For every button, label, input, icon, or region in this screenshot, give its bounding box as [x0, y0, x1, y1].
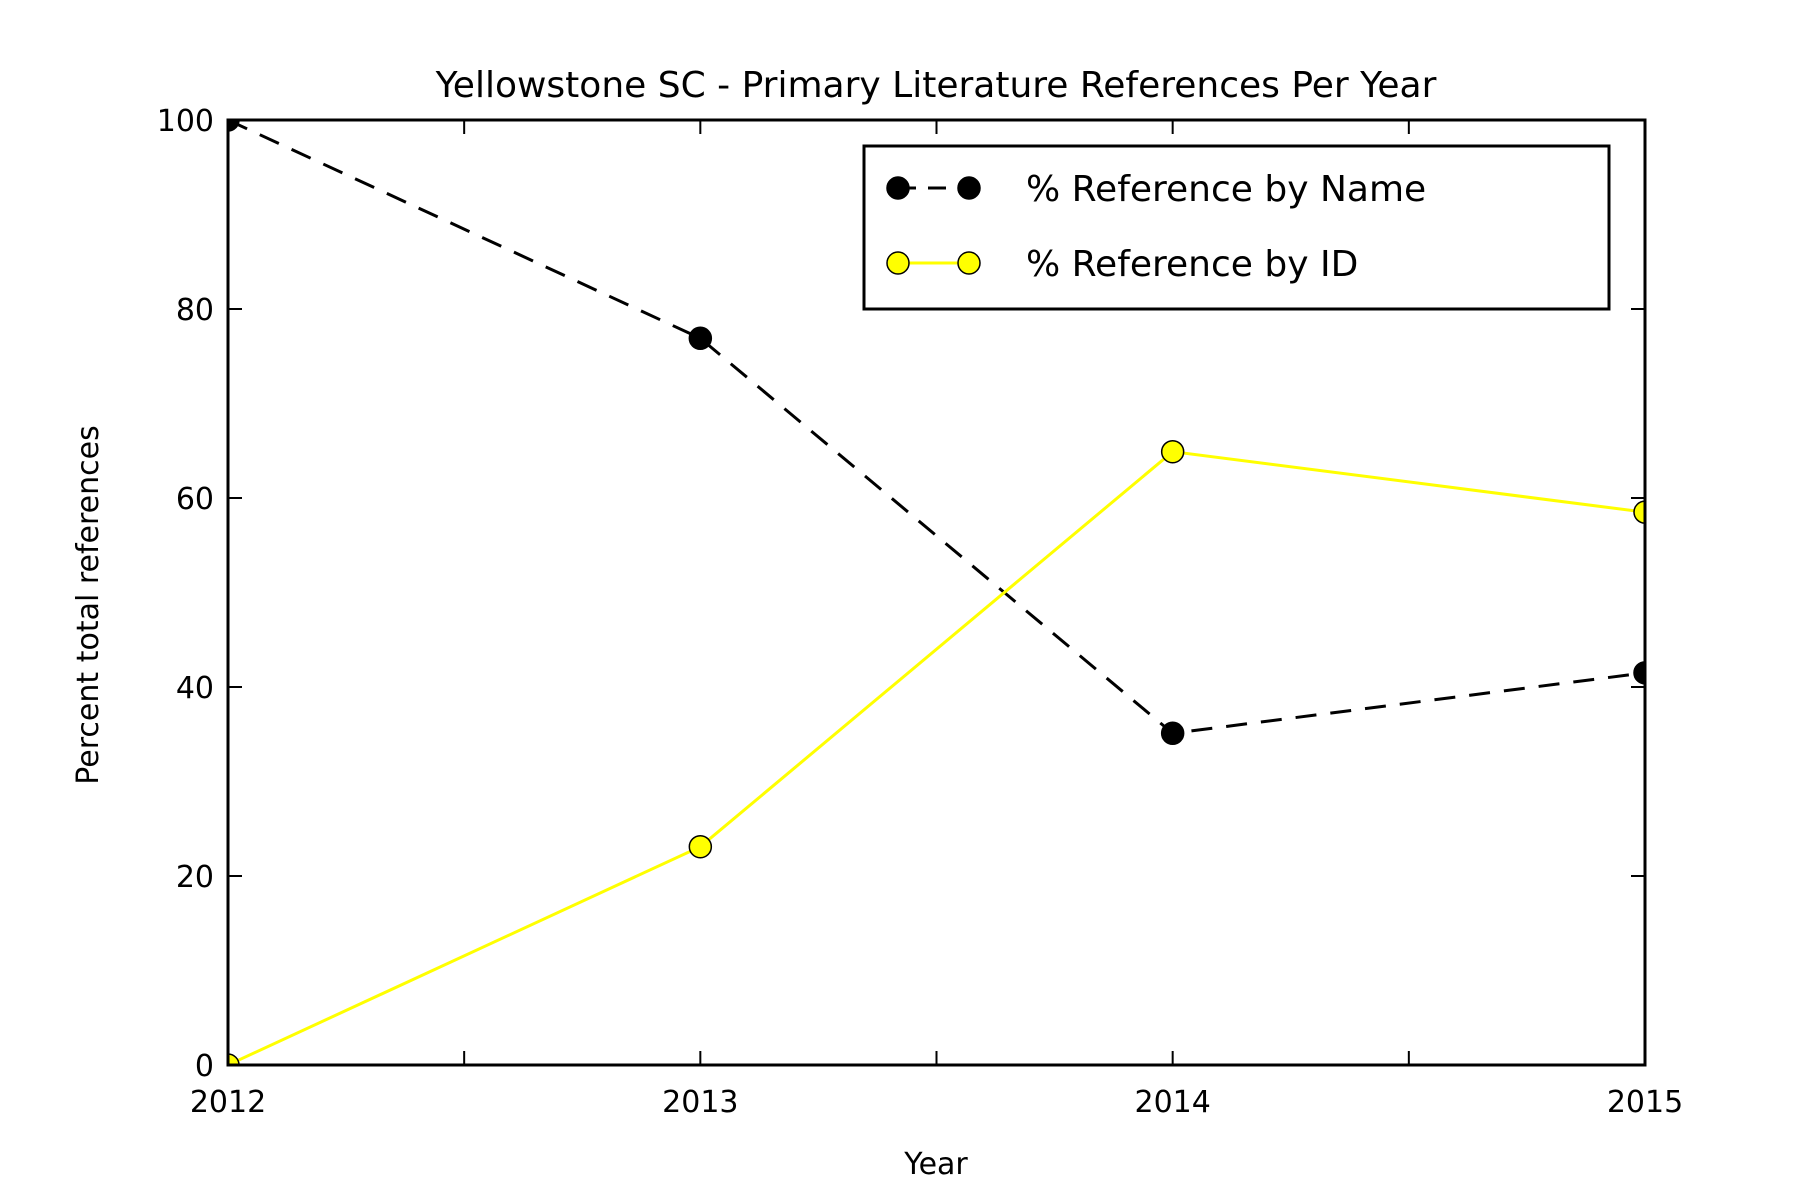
y-tick-label: 60: [176, 482, 214, 517]
y-tick-label: 40: [176, 671, 214, 706]
series-line-2: [228, 450, 1645, 1065]
series-1-point: [688, 326, 713, 351]
x-tick-label: 2014: [1134, 1085, 1210, 1120]
y-tick-label: 80: [176, 293, 214, 328]
series-layer: [228, 120, 1645, 1065]
series-clip-group: [228, 120, 1645, 1065]
legend-marker: [886, 176, 910, 200]
x-tick-label: 2012: [190, 1085, 266, 1120]
legend-label-1: % Reference by Name: [1026, 169, 1426, 210]
series-1-point: [1160, 721, 1185, 746]
legend-marker: [886, 251, 910, 275]
legend-marker: [957, 176, 981, 200]
legend-marker: [957, 251, 981, 275]
legend-box: [862, 144, 1611, 311]
legend-label-2: % Reference by ID: [1026, 244, 1358, 285]
y-tick-label: 100: [157, 104, 214, 139]
legend: % Reference by Name % Reference by ID: [862, 144, 1611, 311]
tick-labels: 2012 2013 2014 2015 0 20 40 60 80 100: [157, 104, 1683, 1120]
y-tick-label: 20: [176, 860, 214, 895]
chart-title: Yellowstone SC - Primary Literature Refe…: [435, 65, 1437, 106]
series-2-point: [228, 1053, 240, 1065]
series-line-1: [228, 120, 1645, 735]
x-tick-label: 2015: [1607, 1085, 1683, 1120]
series-2-point: [1633, 500, 1645, 524]
series-2-point: [688, 834, 713, 859]
series-1-point: [1633, 661, 1645, 685]
plot-frame: [226, 118, 1647, 1067]
x-axis-label: Year: [903, 1147, 968, 1182]
series-2-point: [1160, 439, 1185, 464]
x-tick-label: 2013: [662, 1085, 738, 1120]
y-tick-label: 0: [195, 1049, 214, 1084]
series-1-point: [228, 120, 240, 132]
y-axis-label: Percent total references: [71, 425, 106, 784]
